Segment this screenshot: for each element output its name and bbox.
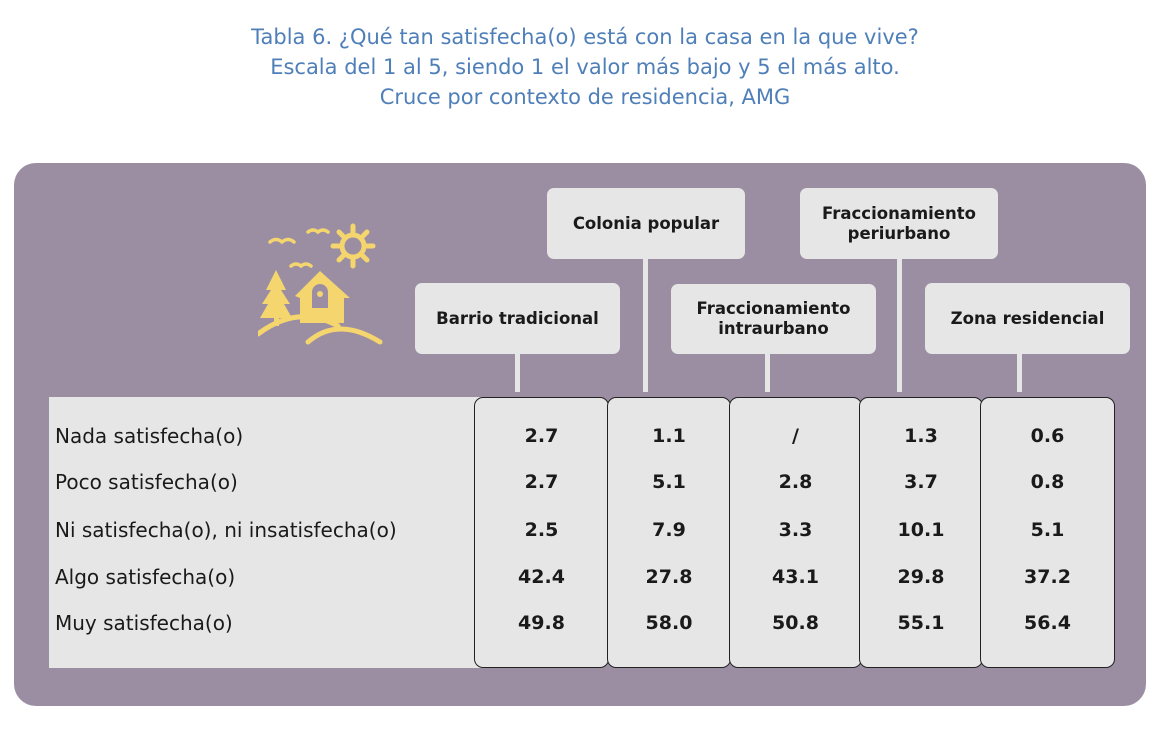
connector-barrio-tradicional — [515, 354, 520, 392]
cell-value: 7.9 — [652, 519, 686, 541]
cell-value: 37.2 — [1024, 566, 1071, 588]
cell-value: 27.8 — [645, 566, 693, 588]
cell-value: 55.1 — [897, 612, 945, 634]
cell-value: 42.4 — [518, 566, 565, 588]
column-box-fraccionamiento-periurbano — [859, 397, 983, 668]
column-box-fraccionamiento-intraurbano — [729, 397, 862, 668]
cell-value: 5.1 — [652, 471, 686, 493]
cell-value: 49.8 — [518, 612, 565, 634]
cell-value: 1.3 — [904, 425, 938, 447]
cell-value: 2.7 — [524, 471, 559, 493]
cell-value: 58.0 — [645, 612, 693, 634]
row-label-poco-satisfecha: Poco satisfecha(o) — [55, 470, 238, 494]
column-header-barrio-tradicional: Barrio tradicional — [415, 283, 620, 354]
cell-value: 1.1 — [652, 425, 686, 447]
cell-value: 2.8 — [778, 471, 813, 493]
row-labels-panel — [49, 397, 489, 668]
row-label-muy-satisfecha: Muy satisfecha(o) — [55, 611, 233, 635]
cell-value: 3.3 — [778, 519, 813, 541]
row-label-ni-satisfecha: Ni satisfecha(o), ni insatisfecha(o) — [55, 518, 397, 542]
title-line-2: Escala del 1 al 5, siendo 1 el valor más… — [270, 55, 900, 79]
row-label-algo-satisfecha: Algo satisfecha(o) — [55, 565, 236, 589]
title-line-1: Tabla 6. ¿Qué tan satisfecha(o) está con… — [251, 25, 919, 49]
cell-value: 2.5 — [524, 519, 559, 541]
cell-value: 10.1 — [897, 519, 945, 541]
column-header-zona-residencial: Zona residencial — [925, 283, 1130, 354]
cell-value: 29.8 — [897, 566, 945, 588]
cell-value: 50.8 — [772, 612, 819, 634]
cell-value: 0.6 — [1030, 425, 1065, 447]
connector-fraccionamiento-periurbano — [897, 259, 902, 392]
column-header-fraccionamiento-intraurbano: Fraccionamiento intraurbano — [671, 284, 876, 354]
column-box-zona-residencial — [980, 397, 1115, 668]
cell-value: / — [792, 425, 799, 447]
connector-colonia-popular — [643, 259, 648, 392]
column-header-fraccionamiento-periurbano: Fraccionamiento periurbano — [800, 188, 998, 259]
connector-fraccionamiento-intraurbano — [765, 354, 770, 392]
row-label-nada-satisfecha: Nada satisfecha(o) — [55, 424, 244, 448]
house-with-sun-birds-trees-icon — [258, 223, 383, 345]
title-line-3: Cruce por contexto de residencia, AMG — [379, 85, 791, 109]
cell-value: 0.8 — [1030, 471, 1065, 493]
cell-value: 43.1 — [772, 566, 819, 588]
cell-value: 2.7 — [524, 425, 559, 447]
cell-value: 3.7 — [904, 471, 938, 493]
table-title: Tabla 6. ¿Qué tan satisfecha(o) está con… — [0, 22, 1170, 112]
cell-value: 56.4 — [1024, 612, 1071, 634]
connector-zona-residencial — [1017, 354, 1022, 392]
column-header-colonia-popular: Colonia popular — [547, 188, 745, 259]
cell-value: 5.1 — [1030, 519, 1065, 541]
